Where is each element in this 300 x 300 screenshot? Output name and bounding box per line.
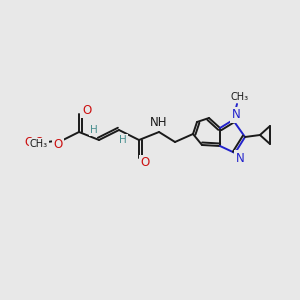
Text: O: O — [34, 136, 43, 148]
Text: O: O — [53, 139, 63, 152]
Text: CH₃: CH₃ — [231, 92, 249, 102]
Text: H: H — [90, 125, 98, 135]
Text: O: O — [24, 136, 34, 148]
Text: O: O — [140, 157, 150, 169]
Text: N: N — [232, 109, 240, 122]
Text: NH: NH — [150, 116, 168, 128]
Text: CH₃: CH₃ — [30, 139, 48, 149]
Text: N: N — [236, 152, 244, 164]
Text: H: H — [119, 135, 127, 145]
Text: O: O — [82, 103, 91, 116]
